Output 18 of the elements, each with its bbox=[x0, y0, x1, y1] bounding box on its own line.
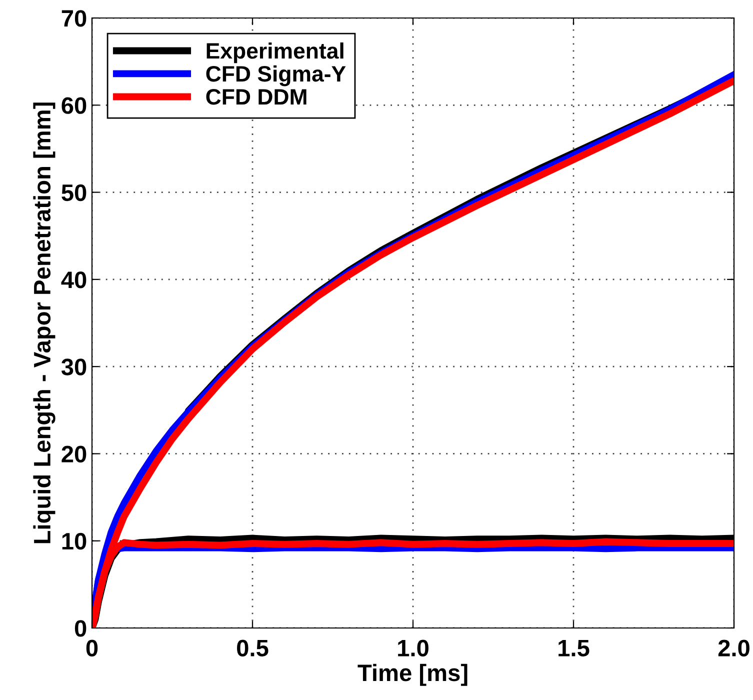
x-tick-label: 0.5 bbox=[237, 640, 268, 656]
y-axis-title: Liquid Length - Vapor Penetration [mm] bbox=[33, 102, 56, 544]
x-tick-label: 1.0 bbox=[398, 640, 428, 656]
y-tick-label: 60 bbox=[62, 97, 86, 114]
y-tick-label: 20 bbox=[62, 446, 86, 462]
y-tick-label: 40 bbox=[61, 271, 86, 288]
legend-label: CFD Sigma-Y bbox=[206, 65, 346, 86]
legend-label: CFD DDM bbox=[206, 89, 306, 105]
x-tick-label: 2.0 bbox=[718, 640, 750, 656]
x-axis-title: Time [ms] bbox=[358, 664, 468, 686]
legend-label: Experimental bbox=[206, 42, 344, 64]
y-tick-label: 0 bbox=[74, 620, 86, 637]
y-tick-label: 70 bbox=[62, 10, 86, 27]
x-tick-label: 1.5 bbox=[558, 640, 590, 656]
x-tick-label: 0 bbox=[86, 640, 98, 656]
y-tick-label: 50 bbox=[62, 184, 86, 202]
y-tick-label: 30 bbox=[61, 358, 86, 376]
y-tick-label: 10 bbox=[62, 532, 86, 550]
